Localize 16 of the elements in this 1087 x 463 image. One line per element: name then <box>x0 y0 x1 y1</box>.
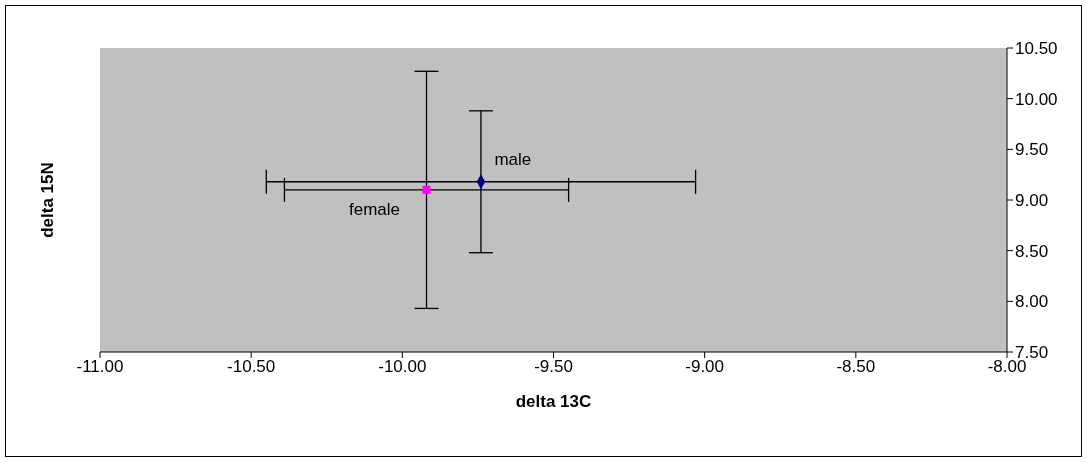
series-label: female <box>348 200 401 220</box>
x-tick-label: -9.00 <box>685 357 725 377</box>
x-tick-label: -10.00 <box>378 357 427 377</box>
y-tick-label: 8.50 <box>1015 241 1049 261</box>
y-tick-label: 8.00 <box>1015 292 1049 312</box>
y-tick-label: 9.00 <box>1015 191 1049 211</box>
x-tick-label: -9.50 <box>534 357 573 377</box>
x-tick-label: -10.50 <box>227 357 276 377</box>
x-tick-label: -8.50 <box>836 357 876 377</box>
y-axis-title: delta 15N <box>38 162 58 238</box>
y-tick-label: 10.50 <box>1015 39 1058 59</box>
y-tick-label: 9.50 <box>1015 140 1049 160</box>
y-tick-label: 10.00 <box>1015 89 1058 109</box>
series-label: male <box>494 150 532 170</box>
x-axis-title: delta 13C <box>515 392 592 411</box>
x-tick-label: -11.00 <box>76 357 124 377</box>
